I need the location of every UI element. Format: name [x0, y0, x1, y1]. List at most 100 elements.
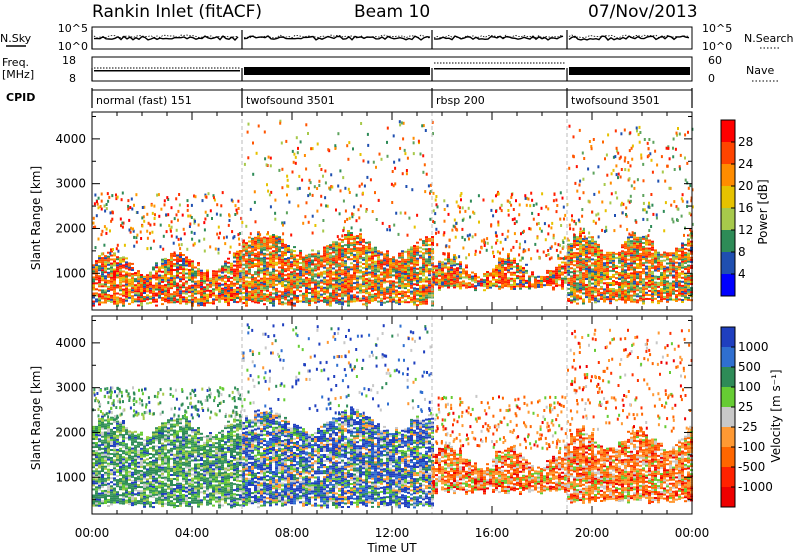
cell: [401, 266, 404, 269]
cell: [275, 249, 278, 252]
cell: [281, 271, 284, 273]
cell: [269, 253, 272, 256]
cell: [381, 221, 384, 225]
cell: [428, 239, 431, 242]
cpid-segment-label: twofsound 3501: [246, 94, 335, 107]
cell: [671, 217, 674, 221]
cell: [603, 294, 606, 297]
cell: [456, 275, 459, 278]
cell: [193, 221, 196, 225]
cell: [380, 261, 383, 264]
cell: [642, 268, 645, 271]
cell: [203, 298, 206, 301]
cell: [636, 271, 639, 274]
cell: [284, 250, 287, 252]
cell: [648, 273, 651, 276]
cell: [155, 272, 158, 275]
cell: [352, 213, 355, 216]
cell: [191, 264, 194, 267]
cell: [245, 294, 248, 297]
cell: [371, 297, 374, 300]
cell: [618, 261, 621, 264]
cell: [329, 282, 332, 285]
cell: [633, 260, 636, 263]
cell: [612, 282, 615, 284]
cell: [395, 259, 398, 262]
cell: [404, 275, 407, 277]
cell: [344, 300, 347, 303]
cell: [401, 278, 404, 281]
cell: [233, 288, 236, 291]
cell: [471, 285, 474, 288]
cell: [636, 265, 639, 267]
cell: [347, 248, 350, 251]
cell: [218, 278, 221, 281]
cell: [329, 248, 332, 251]
cell: [401, 282, 404, 285]
cell: [101, 291, 104, 294]
cell: [579, 297, 582, 300]
cell: [422, 274, 425, 277]
cell: [630, 284, 633, 287]
cell: [308, 253, 311, 256]
cell: [395, 293, 398, 296]
cell: [483, 283, 486, 286]
cell: [245, 248, 248, 251]
cell: [645, 297, 648, 300]
cell: [657, 300, 660, 302]
cell: [304, 215, 307, 219]
cell: [453, 286, 456, 289]
cell: [407, 283, 410, 285]
cell: [522, 285, 525, 288]
cell: [110, 262, 113, 265]
cell: [146, 284, 149, 287]
cell: [242, 281, 245, 284]
cell: [666, 300, 669, 303]
cell: [278, 270, 281, 273]
cell: [591, 244, 594, 247]
cell: [243, 162, 246, 166]
cell: [657, 275, 660, 278]
cell: [434, 198, 437, 202]
cell: [365, 300, 368, 303]
cell: [404, 277, 407, 280]
cell: [612, 261, 615, 264]
cell: [675, 277, 678, 280]
cell: [350, 268, 353, 271]
cell: [579, 261, 582, 264]
cell: [582, 276, 585, 279]
cell: [275, 243, 278, 246]
cell: [278, 272, 281, 275]
cell: [606, 253, 609, 256]
cell: [110, 248, 113, 251]
cell: [263, 268, 266, 271]
cell: [663, 295, 666, 298]
cell: [146, 276, 149, 279]
cell: [629, 131, 632, 135]
cell: [422, 292, 425, 295]
cell: [237, 199, 240, 203]
cell: [551, 221, 554, 225]
cell: [254, 244, 257, 247]
cell: [170, 287, 173, 290]
cell: [657, 285, 660, 288]
cell: [675, 131, 678, 135]
cell: [176, 268, 179, 271]
cell: [323, 282, 326, 285]
cell: [158, 214, 161, 218]
cell: [221, 267, 224, 270]
cell: [429, 217, 432, 221]
cell: [215, 282, 218, 285]
cell: [260, 251, 263, 254]
cell: [287, 251, 290, 253]
cell: [284, 260, 287, 262]
cell: [332, 241, 335, 244]
cell: [152, 300, 155, 303]
cell: [260, 293, 263, 296]
cell: [219, 231, 221, 235]
cell: [510, 283, 513, 286]
cell: [257, 289, 260, 292]
cell: [227, 290, 230, 292]
cell: [588, 272, 591, 275]
cell: [425, 300, 428, 303]
